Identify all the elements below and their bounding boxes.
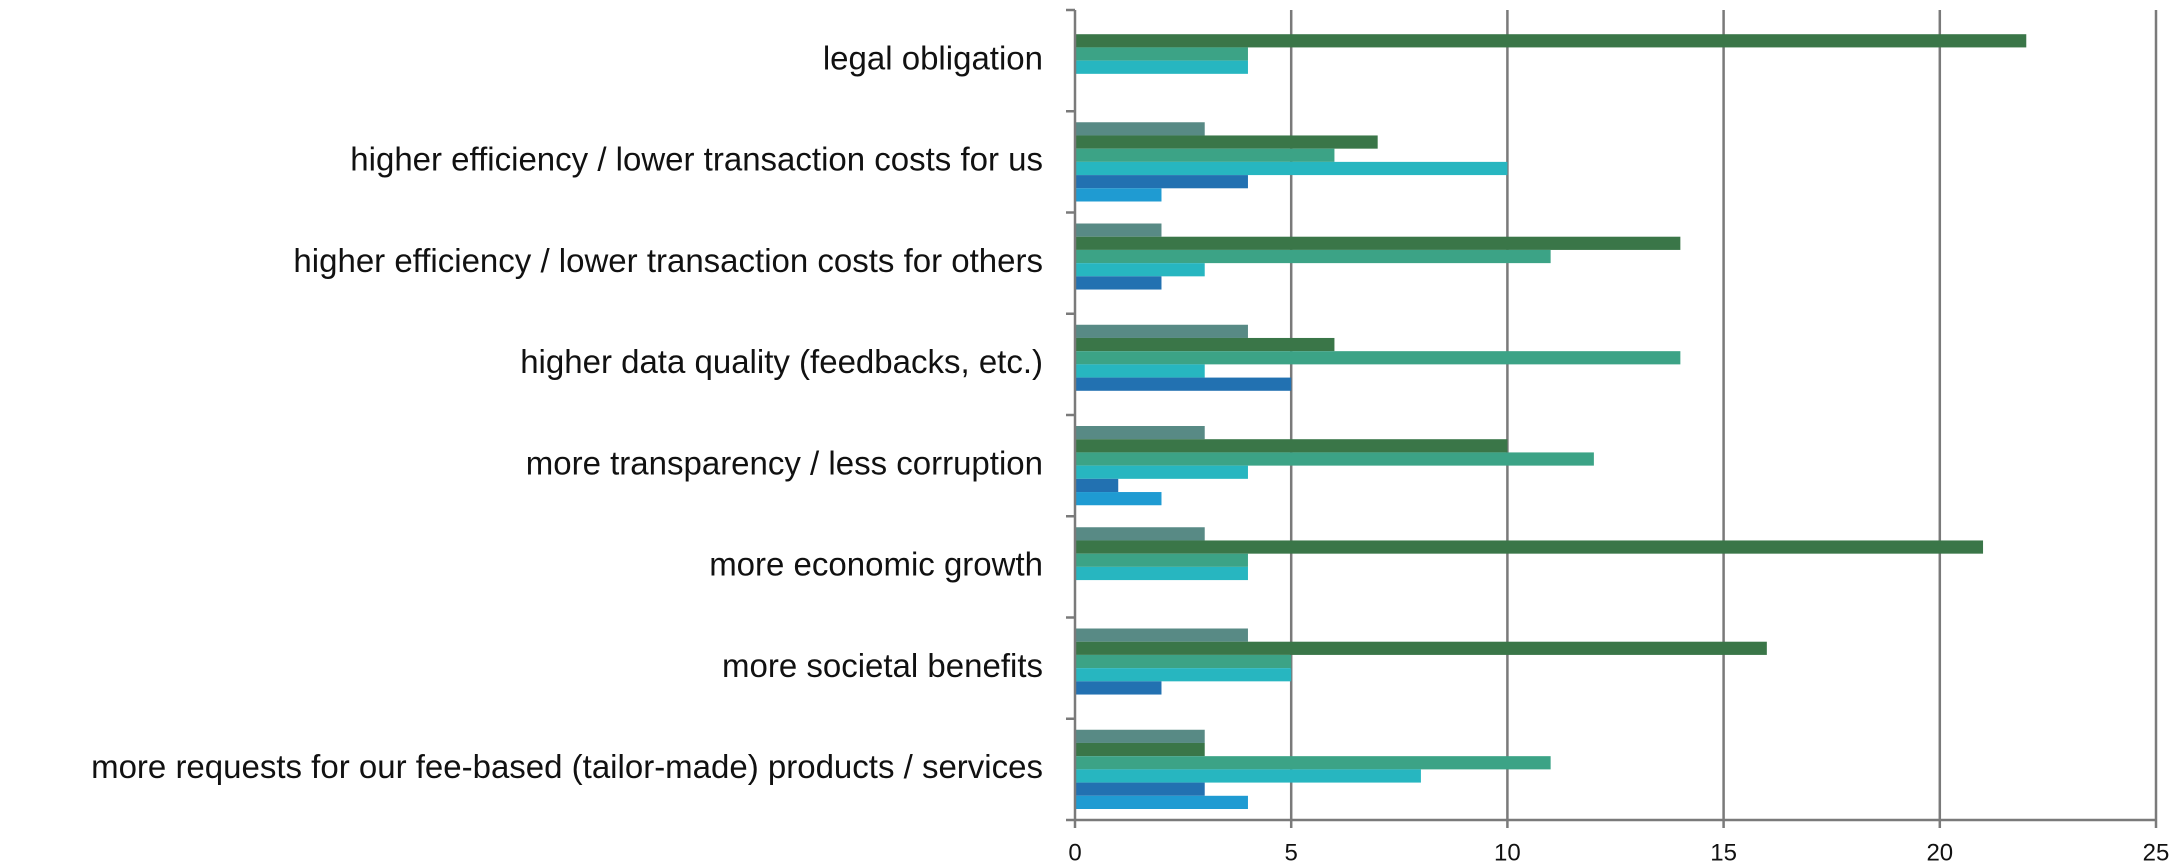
bar: [1075, 47, 1248, 61]
bar: [1075, 337, 1335, 352]
bar: [1075, 161, 1508, 176]
bar: [1075, 668, 1292, 682]
bar: [1075, 566, 1248, 581]
y-tick-label: higher efficiency / lower transaction co…: [293, 242, 1043, 279]
bar: [1075, 641, 1767, 655]
x-tick-label: 10: [1494, 839, 1521, 864]
bar: [1075, 188, 1162, 202]
x-tick-label: 5: [1285, 839, 1298, 864]
bar: [1075, 527, 1205, 541]
bar: [1075, 249, 1551, 264]
bar: [1075, 263, 1205, 277]
bar: [1075, 795, 1248, 809]
bar: [1075, 34, 2027, 48]
bar: [1075, 492, 1162, 506]
y-tick-label: more transparency / less corruption: [526, 444, 1043, 481]
x-tick-label: 0: [1068, 839, 1081, 864]
bar: [1075, 135, 1378, 149]
bar: [1075, 654, 1292, 669]
bar: [1075, 148, 1335, 162]
bar: [1075, 478, 1119, 493]
bar: [1075, 452, 1594, 466]
bar: [1075, 377, 1292, 391]
x-tick-label: 15: [1710, 839, 1737, 864]
bar: [1075, 681, 1162, 695]
bar: [1075, 439, 1508, 453]
bar: [1075, 60, 1248, 74]
bar: [1075, 175, 1248, 189]
bar: [1075, 540, 1984, 554]
y-tick-label: more requests for our fee-based (tailor-…: [91, 748, 1043, 785]
bar: [1075, 729, 1205, 743]
bar: [1075, 756, 1551, 770]
bar: [1075, 628, 1248, 642]
bar: [1075, 236, 1681, 250]
bar: [1075, 276, 1162, 290]
x-tick-label: 25: [2143, 839, 2170, 864]
y-tick-label: more economic growth: [709, 546, 1043, 583]
bar: [1075, 553, 1248, 567]
y-tick-label: legal obligation: [823, 39, 1043, 76]
y-tick-label: more societal benefits: [722, 647, 1043, 684]
bar: [1075, 782, 1205, 796]
bar: [1075, 426, 1205, 440]
bar: [1075, 351, 1681, 365]
bar: [1075, 223, 1162, 237]
bar: [1075, 742, 1205, 757]
bar: [1075, 324, 1248, 338]
bar: [1075, 364, 1205, 378]
y-tick-label: higher efficiency / lower transaction co…: [350, 141, 1043, 178]
y-tick-label: higher data quality (feedbacks, etc.): [520, 343, 1043, 380]
bar: [1075, 122, 1205, 136]
bar: [1075, 465, 1248, 479]
bar: [1075, 769, 1421, 783]
x-tick-label: 20: [1926, 839, 1953, 864]
